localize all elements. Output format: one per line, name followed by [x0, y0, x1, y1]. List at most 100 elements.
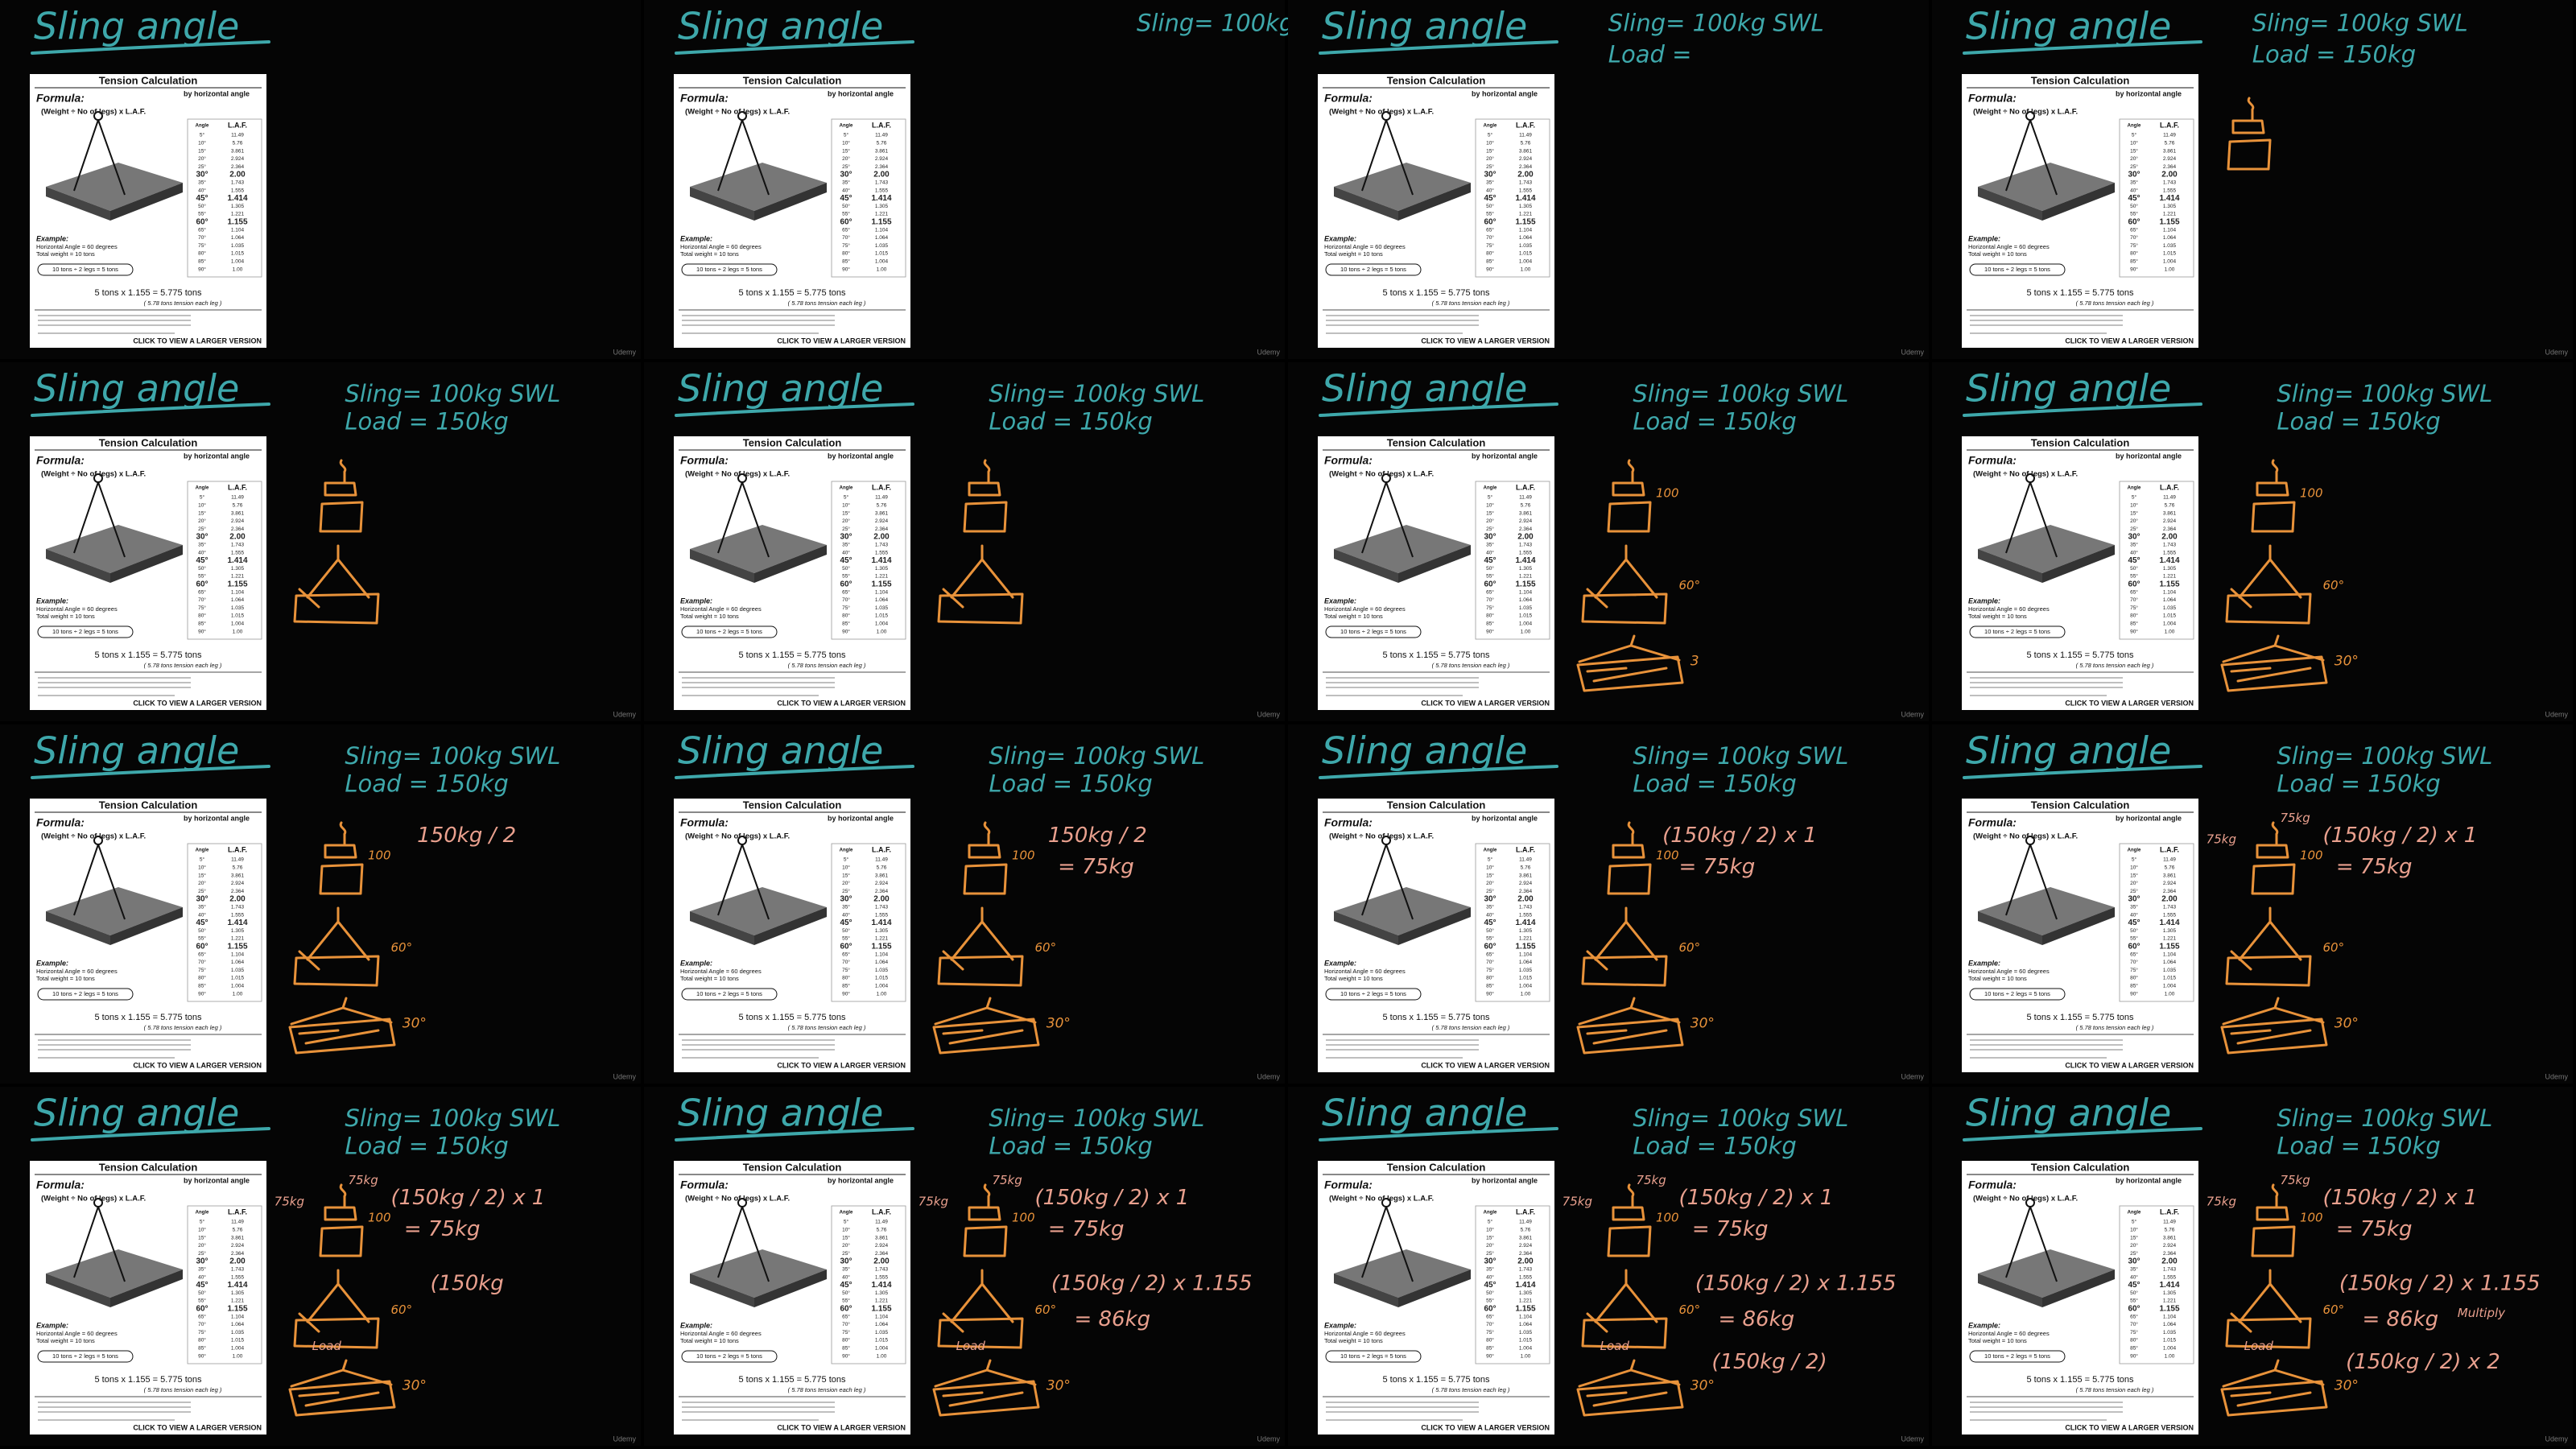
- link: CLICK TO VIEW A LARGER VERSION: [133, 699, 262, 707]
- formula: (Weight ÷ No of legs) x L.A.F.: [1329, 470, 1434, 479]
- table-cell: 1.064: [1519, 960, 1533, 965]
- sling-sketches: [2227, 97, 2272, 171]
- slab-side: [46, 1274, 110, 1307]
- slab-front: [110, 1269, 183, 1307]
- table-header: L.A.F.: [228, 1208, 247, 1216]
- slab-front: [2042, 545, 2115, 583]
- result: 5 tons x 1.155 = 5.775 tons: [1382, 1375, 1490, 1385]
- table-cell: 90°: [198, 990, 206, 997]
- title-underline: [1319, 402, 1558, 417]
- table-cell: 1.155: [227, 580, 247, 588]
- handwritten-note: Sling= 100kg SWL: [989, 742, 1204, 770]
- table-cell: 1.743: [231, 543, 245, 548]
- table-cell: 45°: [1484, 556, 1496, 565]
- table-cell: 1.015: [875, 613, 889, 619]
- slab-side: [1978, 187, 2042, 221]
- table-cell: 1.743: [2163, 1267, 2177, 1273]
- vertical-sling-sketch: [319, 821, 364, 895]
- reference-document: Tension Calculation by horizontal angle Fo…: [1318, 74, 1554, 348]
- table-cell: 80°: [1486, 975, 1494, 981]
- handwritten-note: 30°: [2334, 1377, 2359, 1393]
- handwritten-note: = 75kg: [2336, 855, 2413, 879]
- table-cell: 50°: [198, 203, 206, 209]
- slab-side: [1334, 911, 1398, 945]
- table-cell: 1.064: [2163, 1322, 2177, 1327]
- vertical-sling-sketch: [1607, 821, 1652, 895]
- table-cell: 11.49: [1519, 857, 1532, 863]
- table-cell: 1.064: [1519, 235, 1533, 241]
- table-cell: 25°: [842, 163, 850, 170]
- handwritten-note: Load: [1600, 1339, 1630, 1353]
- two-leg-sling-sketch: [293, 1269, 380, 1349]
- table-cell: 1.155: [227, 1304, 247, 1313]
- table-cell: 1.104: [2163, 589, 2177, 595]
- handwritten-note: 150kg / 2: [417, 824, 516, 848]
- table-cell: 1.104: [231, 227, 245, 233]
- table-header: Angle: [840, 848, 853, 853]
- table-cell: 1.035: [875, 243, 889, 249]
- example-label: Example:: [36, 597, 68, 605]
- slab-front: [1398, 907, 1471, 945]
- handwritten-note: 3: [1690, 653, 1699, 669]
- handwritten-note: (150kg / 2) x 1.155: [2339, 1271, 2541, 1295]
- formula-label: Formula:: [1968, 816, 2017, 829]
- video-frame: Sling angle Tension Calculation by horizon…: [1932, 724, 2573, 1084]
- vertical-sling-sketch: [963, 459, 1008, 533]
- handwritten-note: 60°: [1035, 940, 1057, 955]
- example-line: Horizontal Angle = 60 degrees: [680, 1330, 762, 1337]
- table-cell: 15°: [842, 1234, 850, 1241]
- table-cell: 1.305: [875, 1290, 889, 1296]
- document-subheading: by horizontal angle: [184, 814, 250, 822]
- board-title: Sling angle: [678, 367, 883, 411]
- board-title: Sling angle: [1966, 1092, 2171, 1135]
- board-title: Sling angle: [34, 1092, 239, 1135]
- table-cell: 85°: [2130, 621, 2138, 627]
- leg-right: [97, 119, 126, 196]
- table-cell: 1.104: [1519, 227, 1533, 233]
- table-cell: 1.221: [1519, 1298, 1533, 1304]
- table-cell: 15°: [198, 1234, 206, 1241]
- table-header: L.A.F.: [1516, 483, 1535, 491]
- table-cell: 1.221: [875, 212, 889, 217]
- slab-front: [1398, 1269, 1471, 1307]
- watermark: Udemy: [1901, 710, 1924, 718]
- video-frame: Sling angle Tension Calculation by horizon…: [1932, 362, 2573, 721]
- table-cell: 2.924: [231, 881, 245, 886]
- table-cell: 65°: [1486, 951, 1494, 957]
- handwritten-note: Sling= 100kg SWL: [2252, 10, 2468, 37]
- table-cell: 70°: [1486, 597, 1494, 603]
- handwritten-note: Load = 150kg: [1633, 407, 1796, 435]
- handwritten-note: (150kg / 2) x 2: [2346, 1350, 2500, 1374]
- table-cell: 75°: [842, 605, 850, 611]
- table-cell: 1.104: [231, 1314, 245, 1319]
- table-cell: 1.015: [2163, 613, 2177, 619]
- table-cell: 1.221: [1519, 212, 1533, 217]
- table-cell: 5°: [1488, 494, 1493, 501]
- two-leg-sling-sketch: [1581, 1269, 1668, 1349]
- table-cell: 1.104: [875, 1314, 889, 1319]
- table-frame: [187, 118, 262, 278]
- table-cell: 1.414: [227, 1281, 247, 1290]
- watermark: Udemy: [1257, 1435, 1280, 1443]
- slab-side: [1334, 1274, 1398, 1307]
- leg-right: [2029, 119, 2058, 196]
- table-cell: 1.555: [875, 1274, 889, 1280]
- leg-right: [2029, 481, 2058, 558]
- table-cell: 11.49: [1519, 1220, 1532, 1225]
- laf-table: Angle L.A.F. 5° 11.49 10° 5.76 15° 3.861 20° 2.92…: [2119, 118, 2194, 278]
- table-cell: 5°: [200, 857, 205, 863]
- handwritten-note: 30°: [1046, 1377, 1071, 1393]
- table-cell: 80°: [198, 975, 206, 981]
- result: 5 tons x 1.155 = 5.775 tons: [2026, 650, 2134, 660]
- table-header: L.A.F.: [2160, 483, 2179, 491]
- table-cell: 90°: [842, 628, 850, 634]
- table-header: L.A.F.: [228, 845, 247, 853]
- table-cell: 65°: [842, 226, 850, 233]
- table-header: Angle: [840, 1211, 853, 1216]
- table-cell: 1.414: [2159, 556, 2179, 565]
- table-cell: 1.104: [1519, 589, 1533, 595]
- table-cell: 2.364: [875, 164, 889, 170]
- table-cell: 1.221: [2163, 212, 2177, 217]
- table-cell: 1.015: [231, 613, 245, 619]
- link: CLICK TO VIEW A LARGER VERSION: [1421, 1423, 1550, 1431]
